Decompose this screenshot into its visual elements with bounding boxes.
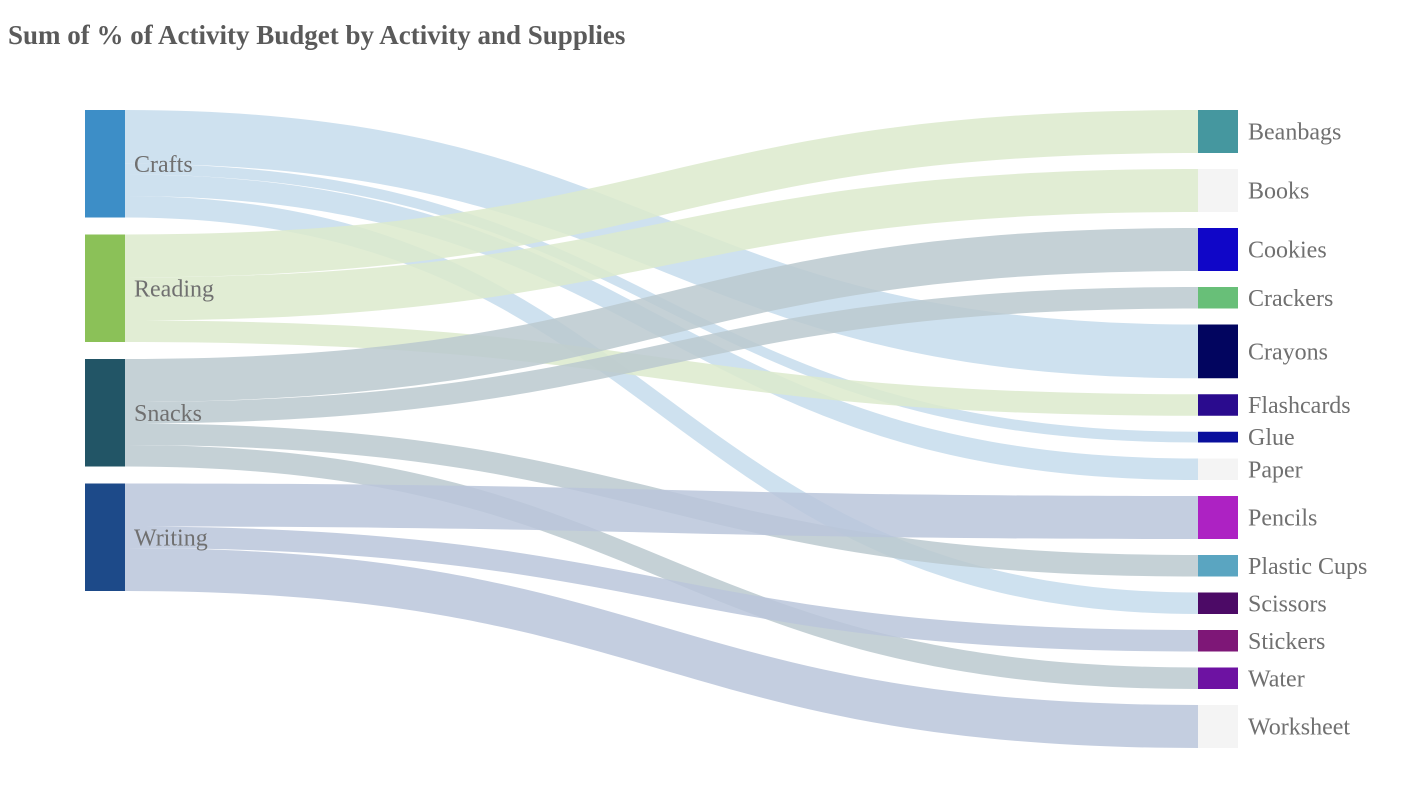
target-node-flashcards[interactable]	[1198, 394, 1238, 416]
target-label-flashcards: Flashcards	[1248, 393, 1351, 419]
target-label-plastic-cups: Plastic Cups	[1248, 554, 1367, 580]
target-label-beanbags: Beanbags	[1248, 120, 1341, 146]
source-label-writing: Writing	[134, 525, 208, 551]
target-label-pencils: Pencils	[1248, 506, 1317, 532]
link-reading-to-flashcards[interactable]	[125, 320, 1198, 416]
link-reading-to-books[interactable]	[125, 169, 1198, 321]
target-node-crackers[interactable]	[1198, 287, 1238, 309]
target-node-water[interactable]	[1198, 667, 1238, 690]
target-label-worksheet: Worksheet	[1248, 715, 1350, 741]
links-layer	[125, 110, 1198, 748]
target-label-scissors: Scissors	[1248, 591, 1327, 617]
target-label-glue: Glue	[1248, 425, 1295, 451]
target-node-paper[interactable]	[1198, 458, 1238, 481]
target-node-glue[interactable]	[1198, 431, 1238, 443]
link-snacks-to-crackers[interactable]	[125, 287, 1198, 424]
link-reading-to-beanbags[interactable]	[125, 110, 1198, 278]
target-node-pencils[interactable]	[1198, 496, 1238, 539]
nodes-layer	[85, 110, 1238, 748]
target-node-cookies[interactable]	[1198, 228, 1238, 271]
link-writing-to-pencils[interactable]	[125, 483, 1198, 540]
target-label-stickers: Stickers	[1248, 629, 1325, 655]
link-writing-to-worksheet[interactable]	[125, 548, 1198, 748]
source-label-crafts: Crafts	[134, 152, 193, 178]
target-node-worksheet[interactable]	[1198, 705, 1238, 748]
target-node-stickers[interactable]	[1198, 630, 1238, 652]
chart-title: Sum of % of Activity Budget by Activity …	[8, 20, 626, 50]
target-node-plastic-cups[interactable]	[1198, 555, 1238, 577]
source-label-snacks: Snacks	[134, 401, 202, 427]
target-label-cookies: Cookies	[1248, 238, 1327, 264]
target-node-books[interactable]	[1198, 169, 1238, 212]
source-node-reading[interactable]	[85, 234, 125, 343]
source-node-writing[interactable]	[85, 483, 125, 592]
source-node-snacks[interactable]	[85, 359, 125, 467]
target-node-scissors[interactable]	[1198, 592, 1238, 615]
source-label-reading: Reading	[134, 276, 214, 302]
target-label-paper: Paper	[1248, 457, 1303, 483]
target-label-crackers: Crackers	[1248, 286, 1333, 312]
link-crafts-to-scissors[interactable]	[125, 196, 1198, 614]
labels-layer: Crafts Reading Snacks Writing Beanbags Books C…	[134, 120, 1367, 741]
target-label-books: Books	[1248, 179, 1309, 205]
link-snacks-to-water[interactable]	[125, 445, 1198, 689]
target-label-crayons: Crayons	[1248, 339, 1328, 365]
target-node-crayons[interactable]	[1198, 324, 1238, 379]
target-label-water: Water	[1248, 666, 1305, 692]
target-node-beanbags[interactable]	[1198, 110, 1238, 153]
link-writing-to-stickers[interactable]	[125, 526, 1198, 652]
source-node-crafts[interactable]	[85, 110, 125, 218]
link-snacks-to-cookies[interactable]	[125, 228, 1198, 402]
